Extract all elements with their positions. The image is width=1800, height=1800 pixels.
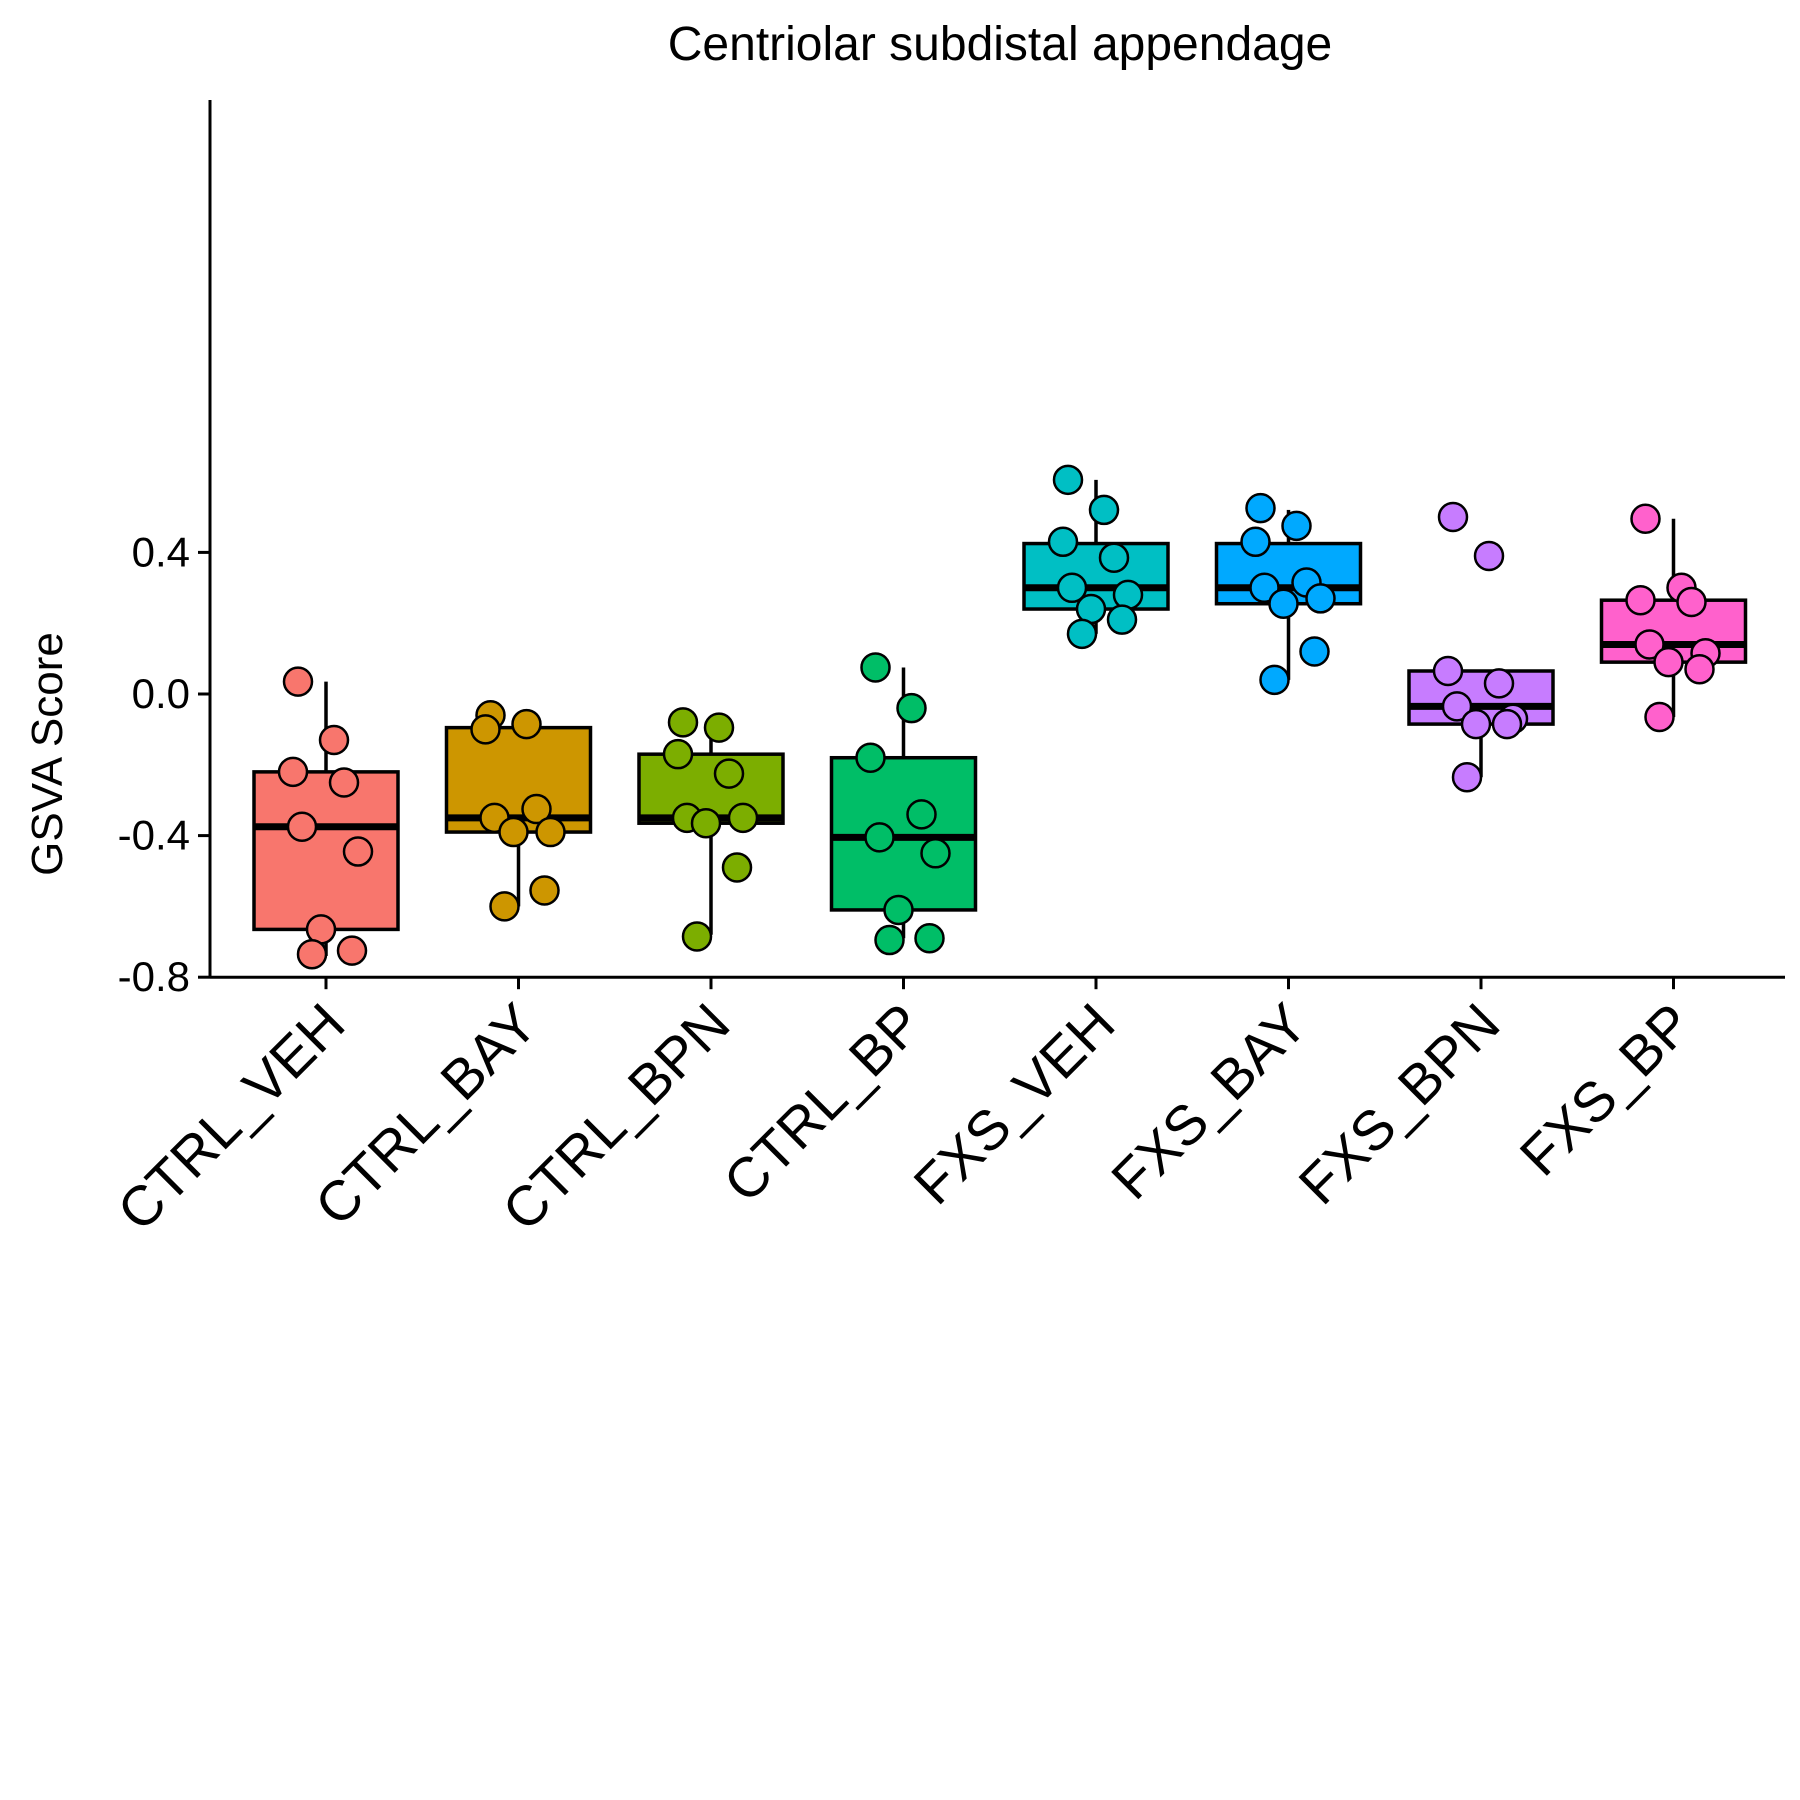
data-point — [1066, 618, 1098, 650]
data-point — [1047, 526, 1079, 558]
data-point — [511, 708, 542, 740]
y-axis-label: GSVA Score — [23, 632, 72, 876]
data-point — [282, 666, 314, 697]
data-point — [1684, 653, 1715, 685]
data-point — [1299, 636, 1330, 667]
data-point — [328, 767, 360, 798]
data-point — [529, 875, 560, 906]
group-ctrl-bpn — [637, 707, 785, 952]
data-point — [342, 836, 374, 867]
data-point — [1630, 503, 1661, 535]
y-tick-label: -0.8 — [118, 953, 190, 1000]
box — [829, 755, 978, 912]
data-point — [727, 802, 759, 834]
y-tick-label: 0.0 — [132, 670, 190, 717]
data-point — [1483, 668, 1515, 699]
data-point — [318, 724, 350, 756]
data-point — [1052, 464, 1084, 496]
data-point — [1653, 646, 1684, 678]
data-point — [713, 758, 745, 789]
data-point — [1098, 542, 1130, 573]
group-fxs-veh — [1022, 464, 1170, 650]
data-point — [1473, 540, 1505, 572]
data-point — [681, 921, 713, 952]
data-point — [286, 811, 318, 842]
data-point — [296, 938, 328, 970]
data-point — [521, 793, 552, 825]
data-point — [690, 807, 722, 839]
data-point — [535, 816, 566, 848]
data-point — [1106, 604, 1138, 635]
data-point — [667, 707, 699, 738]
data-point — [1437, 501, 1469, 533]
data-point — [914, 923, 945, 954]
box — [252, 770, 400, 932]
data-point — [703, 712, 735, 743]
data-point — [1460, 708, 1492, 740]
x-tick-label: FXS_BP — [1508, 991, 1704, 1187]
data-point — [1441, 691, 1473, 722]
group-fxs-bp — [1599, 503, 1748, 733]
group-ctrl-bp — [829, 652, 978, 956]
data-point — [860, 652, 891, 683]
data-point — [277, 756, 309, 788]
x-tick-label: FXS_BAY — [1099, 991, 1319, 1211]
data-point — [470, 714, 501, 745]
y-tick-label: -0.4 — [118, 812, 190, 859]
data-point — [1625, 584, 1656, 616]
data-point — [1634, 629, 1665, 660]
data-point — [855, 742, 886, 773]
x-tick-label: FXS_BPN — [1286, 991, 1511, 1216]
chart-title: Centriolar subdistal appendage — [668, 18, 1332, 71]
data-point — [883, 894, 914, 926]
data-point — [1088, 494, 1120, 526]
data-point — [489, 891, 520, 922]
group-ctrl-veh — [252, 666, 400, 970]
group-fxs-bpn — [1407, 501, 1555, 793]
x-tick-label: CTRL_BP — [711, 991, 934, 1214]
data-point — [896, 692, 927, 724]
data-point — [1240, 526, 1271, 558]
data-point — [874, 924, 905, 956]
data-point — [1305, 583, 1336, 614]
data-point — [906, 799, 937, 830]
data-point — [1281, 510, 1312, 542]
data-point — [1644, 701, 1675, 733]
data-point — [1451, 761, 1483, 793]
data-point — [498, 816, 529, 848]
data-point — [1268, 588, 1299, 619]
data-point — [864, 822, 895, 853]
data-point — [662, 738, 694, 770]
plot-area — [252, 464, 1748, 970]
group-fxs-bay — [1214, 492, 1363, 696]
data-point — [721, 852, 753, 883]
data-point — [1676, 586, 1707, 618]
data-point — [1491, 708, 1523, 740]
data-point — [336, 935, 368, 966]
y-tick-label: 0.4 — [132, 528, 190, 575]
x-tick-label: FXS_VEH — [901, 991, 1126, 1216]
group-ctrl-bay — [444, 699, 593, 922]
data-point — [1259, 664, 1290, 696]
data-point — [1432, 655, 1464, 687]
data-point — [1112, 579, 1144, 611]
data-point — [1056, 572, 1088, 604]
data-point — [920, 838, 951, 869]
data-point — [1245, 492, 1276, 524]
